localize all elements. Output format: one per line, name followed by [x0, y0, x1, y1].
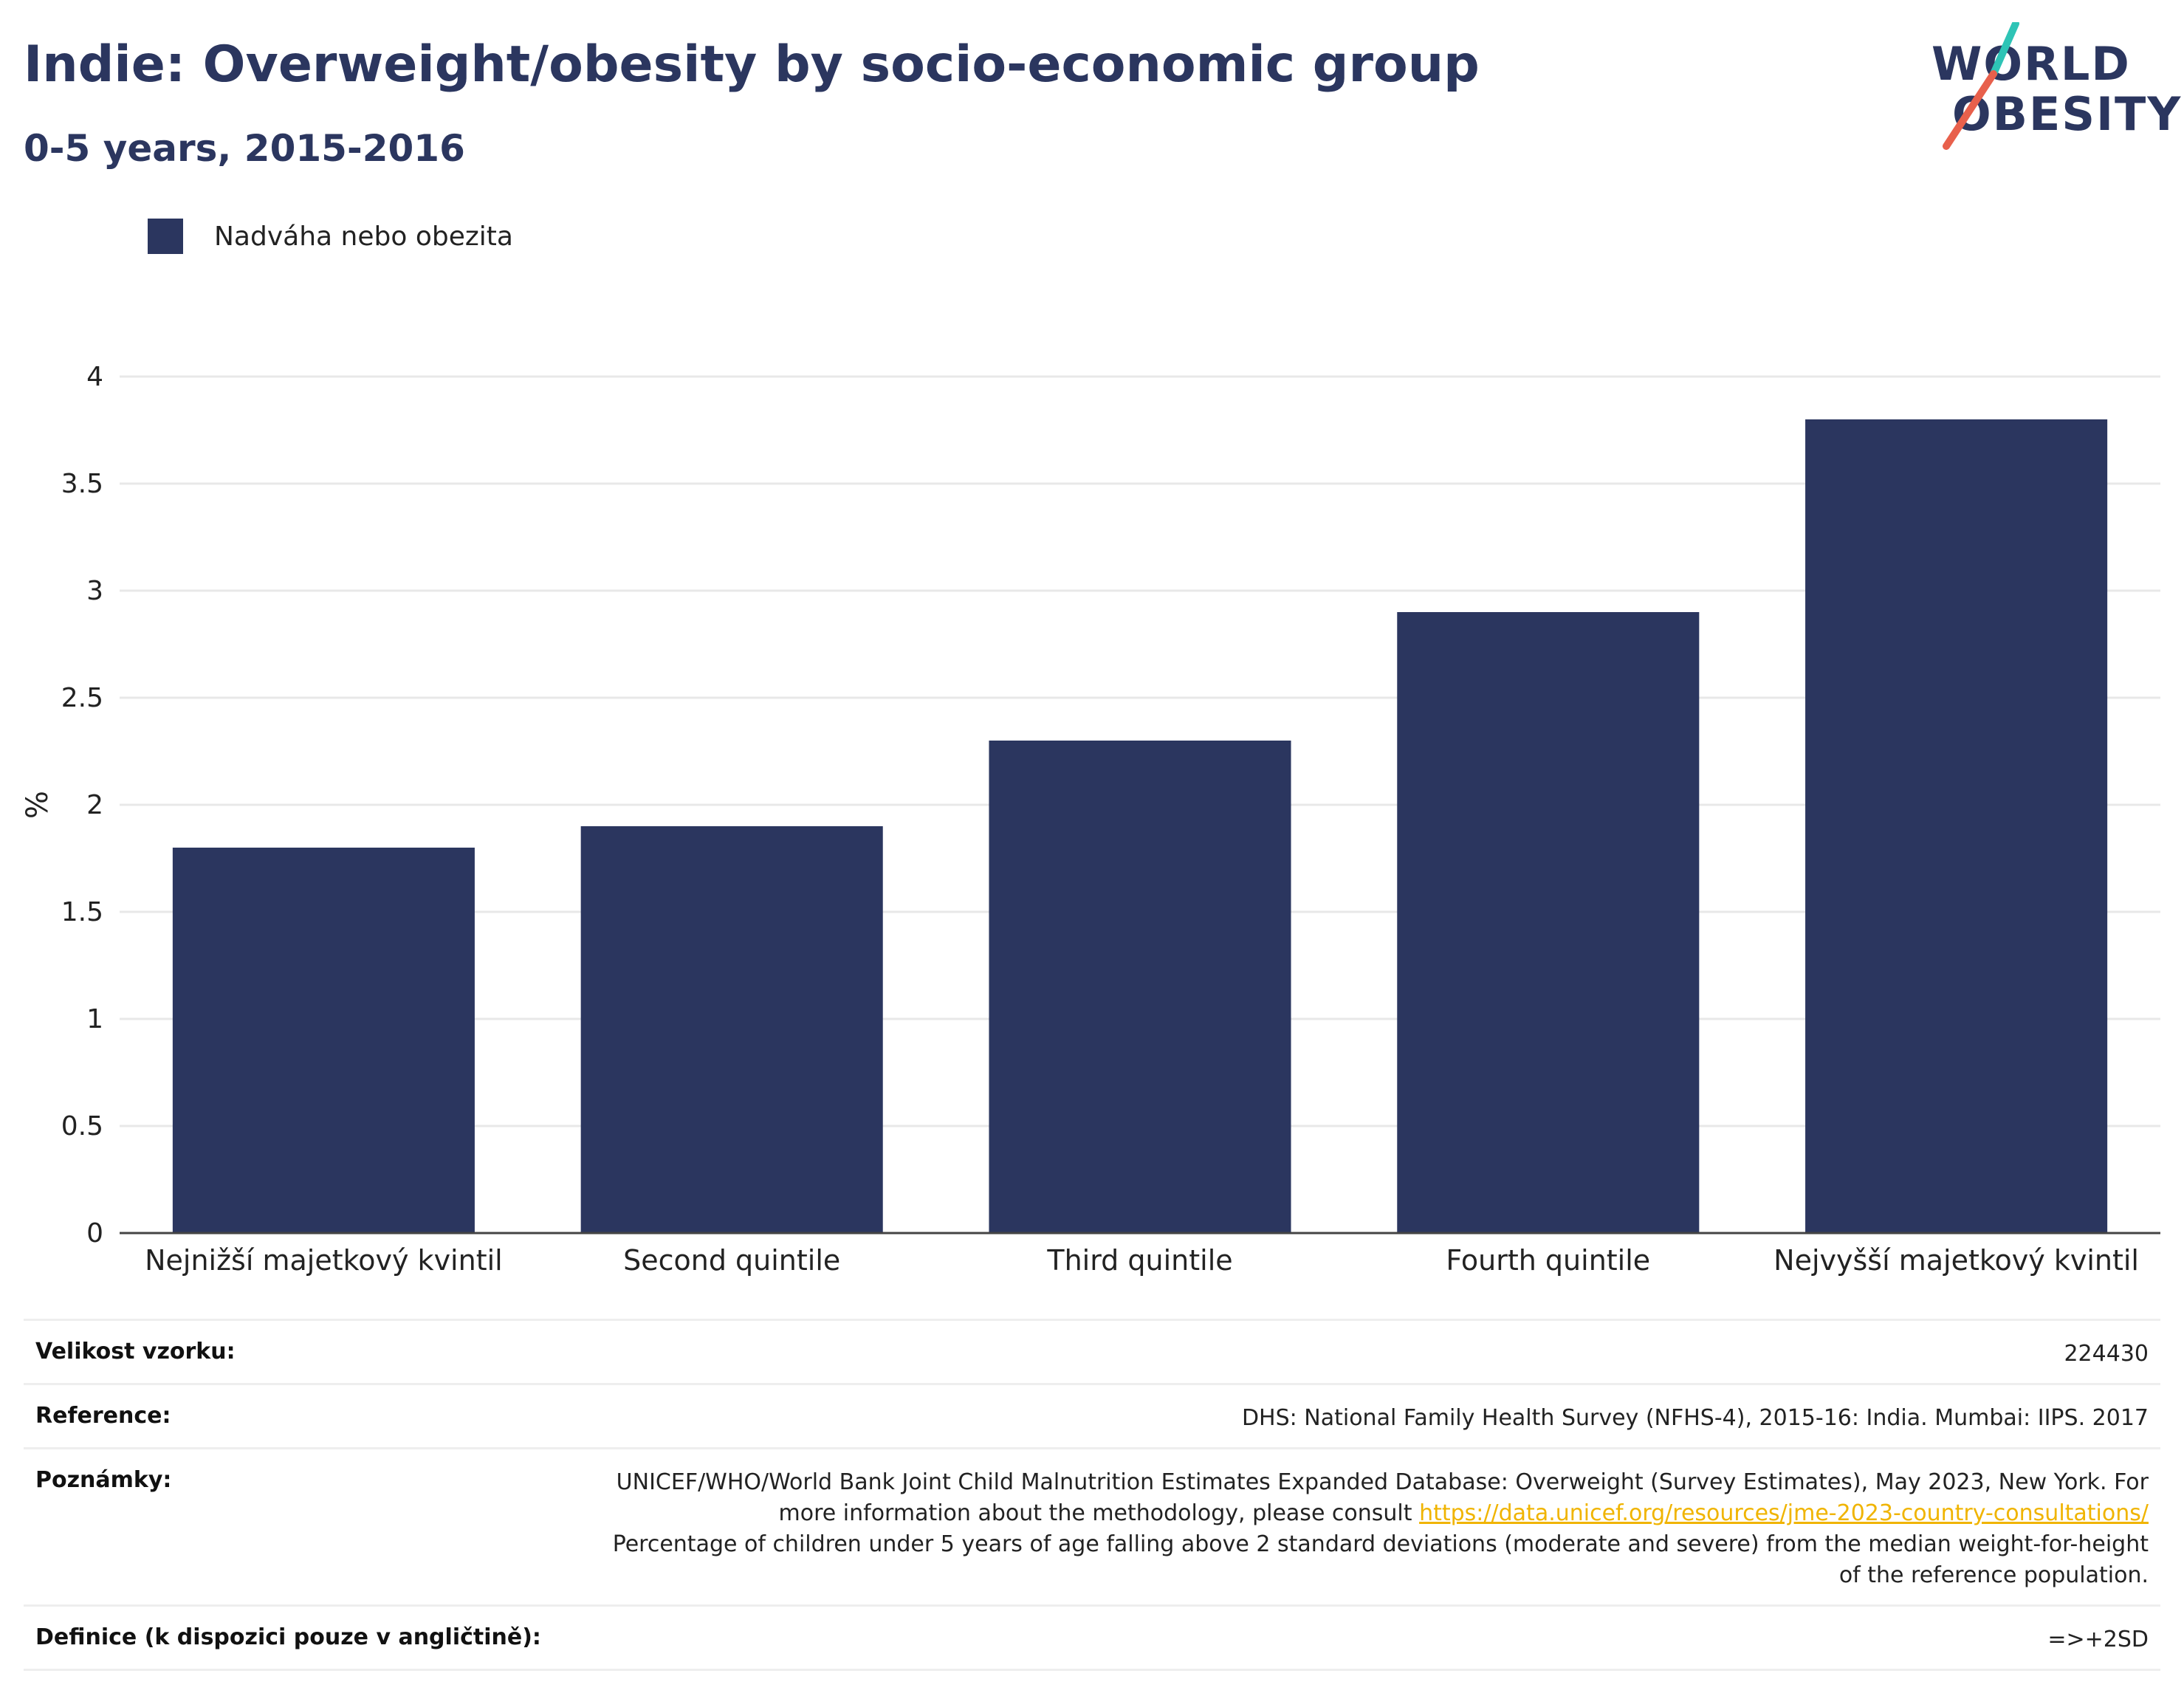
world-obesity-logo: WORLD OBESITY [1920, 22, 2180, 155]
logo-line-1: WORLD [1931, 37, 2131, 91]
sample-size-row: Velikost vzorku: 224430 [24, 1319, 2160, 1383]
logo-slash-icon [1943, 22, 2019, 150]
x-tick-label: Nejnižší majetkový kvintil [145, 1244, 503, 1277]
y-tick-label: 1.5 [61, 897, 103, 927]
reference-label: Reference: [35, 1403, 171, 1429]
legend-label: Nadváha nebo obezita [214, 222, 513, 252]
notes-text-1: UNICEF/WHO/World Bank Joint Child Malnut… [616, 1469, 2149, 1526]
bar [1805, 419, 2108, 1233]
definition-row: Definice (k dispozici pouze v angličtině… [24, 1604, 2160, 1671]
notes-row: Poznámky: UNICEF/WHO/World Bank Joint Ch… [24, 1447, 2160, 1604]
sample-size-label: Velikost vzorku: [35, 1339, 236, 1364]
y-tick-label: 0.5 [61, 1111, 103, 1141]
metadata-table: Velikost vzorku: 224430 Reference: DHS: … [24, 1319, 2160, 1671]
legend-swatch [148, 219, 183, 254]
x-tick-label: Fourth quintile [1446, 1244, 1650, 1277]
x-tick-label: Second quintile [623, 1244, 840, 1277]
y-tick-label: 3.5 [61, 469, 103, 499]
y-tick-label: 1 [86, 1004, 103, 1034]
y-tick-label: 4 [86, 362, 103, 392]
y-tick-label: 0 [86, 1218, 103, 1249]
bar [1397, 612, 1700, 1233]
reference-value: DHS: National Family Health Survey (NFHS… [1241, 1405, 2149, 1431]
notes-text-2: Percentage of children under 5 years of … [612, 1531, 2149, 1588]
x-tick-label: Nejvyšší majetkový kvintil [1773, 1244, 2139, 1277]
logo-line-2: OBESITY [1952, 87, 2183, 141]
x-tick-label: Third quintile [1046, 1244, 1232, 1277]
bar [580, 826, 883, 1233]
y-axis-label: % [21, 791, 55, 819]
definition-label: Definice (k dispozici pouze v angličtině… [35, 1624, 541, 1650]
notes-link[interactable]: https://data.unicef.org/resources/jme-20… [1419, 1500, 2149, 1526]
chart-title: Indie: Overweight/obesity by socio-econo… [24, 35, 1480, 94]
bar-chart: 0 0.5 1 1.5 2 2.5 3 3.5 4% Nejnižší majetkový kvi… [21, 362, 2160, 1277]
sample-size-value: 224430 [2064, 1341, 2149, 1367]
reference-row: Reference: DHS: National Family Health S… [24, 1383, 2160, 1447]
definition-value: =>+2SD [2047, 1627, 2149, 1652]
notes-value: UNICEF/WHO/World Bank Joint Child Malnut… [597, 1467, 2149, 1591]
y-tick-label: 3 [86, 576, 103, 606]
bar [989, 741, 1291, 1233]
bar [172, 848, 475, 1233]
y-tick-label: 2 [86, 790, 103, 820]
chart-subtitle: 0-5 years, 2015-2016 [24, 127, 465, 170]
y-tick-label: 2.5 [61, 683, 103, 713]
notes-label: Poznámky: [35, 1467, 172, 1493]
